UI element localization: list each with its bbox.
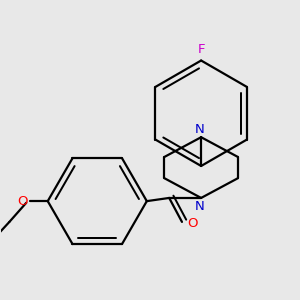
- Text: N: N: [195, 200, 204, 212]
- Text: N: N: [195, 123, 204, 136]
- Text: O: O: [187, 217, 197, 230]
- Text: O: O: [17, 195, 28, 208]
- Text: F: F: [197, 43, 205, 56]
